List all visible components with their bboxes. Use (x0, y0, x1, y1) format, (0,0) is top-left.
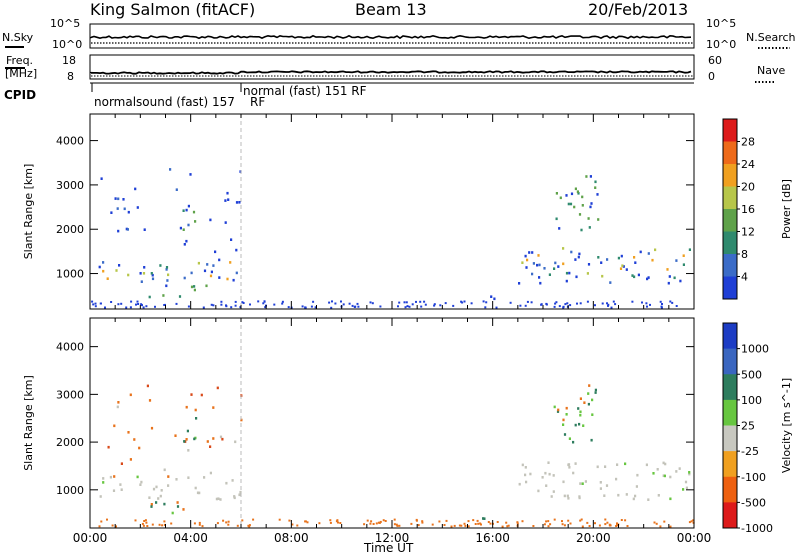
colorbar-tick: 28 (741, 136, 755, 149)
colorbar-swatch (723, 276, 737, 300)
x-axis-label: Time UT (363, 541, 414, 554)
colorbar-swatch (723, 119, 737, 142)
colorbar-tick: 500 (741, 368, 762, 381)
y-tick-label: 2000 (56, 223, 84, 236)
y-tick-label: 4000 (56, 341, 84, 354)
colorbar-swatch (723, 451, 737, 478)
colorbar-swatch (723, 209, 737, 232)
nsearch-tick-bottom: 10^0 (706, 38, 736, 51)
y-axis-label: Slant Range [km] (22, 375, 35, 471)
x-tick-label: 00:00 (73, 531, 108, 545)
cpid-label: CPID (4, 88, 36, 102)
x-tick-label: 12:00 (375, 531, 410, 545)
colorbar-swatch (723, 231, 737, 255)
colorbar-tick: -25 (741, 445, 759, 458)
colorbar-swatch (723, 323, 737, 350)
nsky-tick-bottom: 10^0 (52, 38, 82, 51)
nsky-line (90, 34, 692, 40)
nsky-label: N.Sky (2, 31, 34, 44)
colorbar-tick: 4 (741, 271, 748, 284)
cpid-mode-2: normal (fast) 151 RF (243, 84, 367, 98)
colorbar-tick: 1000 (741, 343, 769, 356)
nave-tick-top: 60 (708, 54, 722, 67)
colorbar-tick: 25 (741, 420, 755, 433)
colorbar-swatch (723, 348, 737, 375)
colorbar-swatch (723, 164, 737, 187)
x-tick-label: 20:00 (576, 531, 611, 545)
cpid-mode-1: normalsound (fast) 157 (94, 95, 235, 109)
colorbar-tick: -1000 (741, 522, 773, 535)
nsky-panel (89, 23, 695, 49)
colorbar-tick: -500 (741, 496, 766, 509)
colorbar-tick: 100 (741, 394, 762, 407)
nave-label: Nave (757, 64, 785, 77)
x-tick-label: 00:00 (677, 531, 712, 545)
x-tick-label: 04:00 (173, 531, 208, 545)
y-tick-label: 3000 (56, 388, 84, 401)
freq-tick-top: 18 (62, 54, 76, 67)
x-tick-label: 08:00 (274, 531, 309, 545)
colorbar-label: Power [dB] (780, 179, 793, 239)
axes: 00:00 04:00 08:00 12:00 16:00 20:00 00:00 (73, 531, 712, 545)
cpid-rf-1: RF (250, 95, 265, 109)
colorbar-tick: -100 (741, 471, 766, 484)
colorbar-swatch (723, 425, 737, 452)
beam-title: Beam 13 (355, 0, 427, 19)
freq-label-2: [MHz] (5, 67, 37, 80)
colorbar-label: Velocity [m s^-1] (780, 378, 793, 473)
station-title: King Salmon (fitACF) (90, 0, 255, 19)
y-tick-label: 2000 (56, 436, 84, 449)
colorbar-swatch (723, 399, 737, 426)
colorbar-swatch (723, 186, 737, 210)
colorbar-swatch (723, 502, 737, 529)
nave-tick-bottom: 0 (708, 70, 715, 83)
velocity-panel: 1000 2000 3000 4000 Slant Range [km] 1000 500 1… (22, 317, 793, 535)
power-panel: 1000 2000 3000 4000 Slant Range [km] 4 8 12 16 20… (22, 113, 793, 310)
colorbar-tick: 8 (741, 248, 748, 261)
y-tick-label: 3000 (56, 179, 84, 192)
x-tick-label: 16:00 (475, 531, 510, 545)
colorbar-swatch (723, 141, 737, 165)
nsearch-tick-top: 10^5 (706, 17, 736, 30)
date-title: 20/Feb/2013 (588, 0, 688, 19)
freq-line (90, 70, 692, 75)
y-axis-label: Slant Range [km] (22, 164, 35, 260)
colorbar-tick: 20 (741, 181, 755, 194)
y-tick-label: 1000 (56, 484, 84, 497)
colorbar-swatch (723, 374, 737, 401)
colorbar-tick: 24 (741, 158, 755, 171)
colorbar-swatch (723, 476, 737, 503)
y-tick-label: 1000 (56, 268, 84, 281)
colorbar-tick: 12 (741, 226, 755, 239)
freq-tick-bottom: 8 (67, 70, 74, 83)
nsky-tick-top: 10^5 (50, 17, 80, 30)
colorbar-tick: 16 (741, 203, 755, 216)
freq-label-1: Freq. (6, 54, 33, 67)
y-tick-label: 4000 (56, 135, 84, 148)
colorbar-swatch (723, 254, 737, 277)
nsearch-label: N.Search (746, 31, 796, 44)
freq-panel (89, 54, 695, 80)
